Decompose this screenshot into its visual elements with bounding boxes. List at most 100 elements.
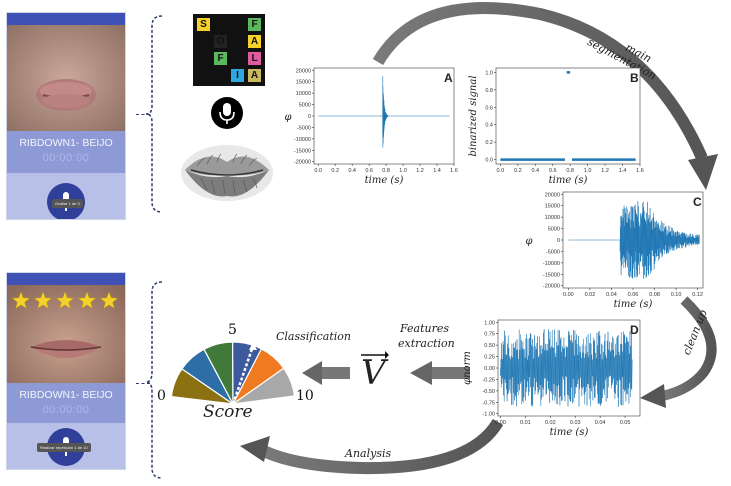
x-tick-label: 0.2 — [331, 168, 339, 174]
x-axis-label: time (s) — [550, 427, 589, 438]
x-tick-label: 0.2 — [514, 168, 522, 174]
label-extraction: extraction — [398, 337, 455, 350]
grid-cell — [214, 69, 227, 82]
x-tick-label: 0.08 — [649, 292, 660, 298]
score-min: 0 — [157, 388, 166, 404]
x-tick-label: 0.02 — [545, 420, 556, 426]
y-tick-label: 5000 — [548, 227, 560, 233]
star-icon — [11, 291, 31, 309]
y-tick-label: 0.4 — [485, 123, 493, 129]
y-tick-label: 0 — [557, 238, 560, 244]
grid-cell — [231, 52, 244, 65]
x-tick-label: 0.6 — [365, 168, 373, 174]
star-icon — [99, 291, 119, 309]
x-tick-label: 0.04 — [606, 292, 617, 298]
x-tick-label: 1.2 — [601, 168, 609, 174]
lips-neutral-photo — [7, 285, 125, 383]
x-axis-label: time (s) — [614, 299, 653, 310]
star-icon — [77, 291, 97, 309]
x-tick-label: 1.2 — [416, 168, 424, 174]
status-bar — [7, 273, 125, 285]
y-axis-label: φnorm — [462, 351, 473, 385]
connector-line — [136, 383, 150, 384]
x-tick-label: 1.0 — [399, 168, 407, 174]
x-tick-label: 0.8 — [382, 168, 390, 174]
chart-panel-d: 0.00 0.01 0.02 0.03 0.04 0.05 1.00 0.75 0.50 0.25… — [462, 319, 641, 438]
label-features: Features — [400, 322, 450, 335]
y-tick-label: -0.50 — [482, 389, 495, 395]
y-tick-label: -10000 — [543, 261, 560, 267]
y-tick-label: -0.25 — [482, 377, 495, 383]
gauge-needle — [231, 345, 255, 405]
x-tick-label: 1.6 — [636, 168, 644, 174]
x-tick-label: 1.4 — [619, 168, 627, 174]
x-tick-label: 0.05 — [620, 420, 631, 426]
y-tick-label: 0.25 — [484, 355, 495, 361]
x-tick-label: 0.06 — [628, 292, 639, 298]
y-tick-label: 15000 — [545, 204, 560, 210]
grid-cell: F — [214, 52, 227, 65]
grid-cell — [197, 69, 210, 82]
x-tick-label: 0.04 — [595, 420, 606, 426]
y-axis-label: binarized signal — [468, 75, 479, 156]
grid-cell — [214, 18, 227, 31]
panel-letter: D — [630, 323, 639, 337]
grid-cell: O — [214, 35, 227, 48]
y-tick-label: 0.00 — [484, 366, 495, 372]
brace-bottom — [145, 281, 163, 479]
grid-cell — [197, 35, 210, 48]
y-tick-label: 0.0 — [485, 158, 493, 164]
y-tick-label: 0 — [308, 114, 311, 120]
y-tick-label: -5000 — [297, 125, 311, 131]
signal-series — [500, 329, 633, 407]
y-tick-label: -0.75 — [482, 400, 495, 406]
label-analysis: Analysis — [345, 447, 392, 460]
grid-cell: A — [248, 69, 261, 82]
chart-panel-c: 0.00 0.02 0.04 0.06 0.08 0.10 0.12 20000 15000 10… — [525, 191, 704, 310]
y-tick-label: 1.00 — [484, 320, 495, 326]
plot-frame — [495, 67, 641, 165]
y-tick-label: 15000 — [296, 80, 311, 86]
score-gauge — [170, 341, 296, 405]
grid-cell: I — [231, 69, 244, 82]
y-tick-label: 1.0 — [485, 70, 493, 76]
grid-cell: L — [248, 52, 261, 65]
label-classification: Classification — [276, 330, 352, 343]
x-tick-label: 1.4 — [433, 168, 441, 174]
y-tick-label: 0.75 — [484, 332, 495, 338]
panel-letter: C — [693, 195, 702, 209]
lips-sketch-icon — [181, 145, 273, 201]
x-tick-label: 0.00 — [563, 292, 574, 298]
vector-arrow-icon — [361, 351, 389, 359]
y-tick-label: -20000 — [294, 160, 311, 166]
y-axis-label: φ — [525, 236, 532, 247]
x-tick-label: 0.0 — [497, 168, 505, 174]
x-tick-label: 0.8 — [566, 168, 574, 174]
x-tick-label: 0.01 — [520, 420, 531, 426]
panel-letter: A — [444, 71, 453, 85]
star-icon — [55, 291, 75, 309]
x-tick-label: 0.12 — [692, 292, 703, 298]
y-tick-label: 20000 — [296, 68, 311, 74]
feature-vector-symbol: V — [357, 348, 389, 398]
y-tick-label: -10000 — [294, 137, 311, 143]
connector-line — [136, 114, 150, 115]
toast-message: Grabar 1 de 3 — [52, 199, 83, 208]
y-axis-label: φ — [284, 112, 291, 123]
exercise-title: RIBDOWN1- BEIJO — [19, 137, 113, 149]
x-tick-label: 0.10 — [671, 292, 682, 298]
x-tick-label: 0.00 — [495, 420, 506, 426]
y-tick-label: 0.50 — [484, 343, 495, 349]
x-axis-label: time (s) — [549, 175, 588, 186]
status-bar — [7, 13, 125, 25]
x-tick-label: 0.4 — [531, 168, 539, 174]
exercise-title: RIBDOWN1- BEIJO — [19, 389, 113, 401]
grid-cell: F — [248, 18, 261, 31]
signal-series — [318, 75, 450, 148]
panel-letter: B — [630, 71, 639, 85]
phone-screen-bottom: RIBDOWN1- BEIJO 00:00:00 Realizar repeti… — [6, 272, 126, 470]
gauge-segment — [232, 367, 296, 405]
timer: 00:00:00 — [42, 404, 90, 416]
